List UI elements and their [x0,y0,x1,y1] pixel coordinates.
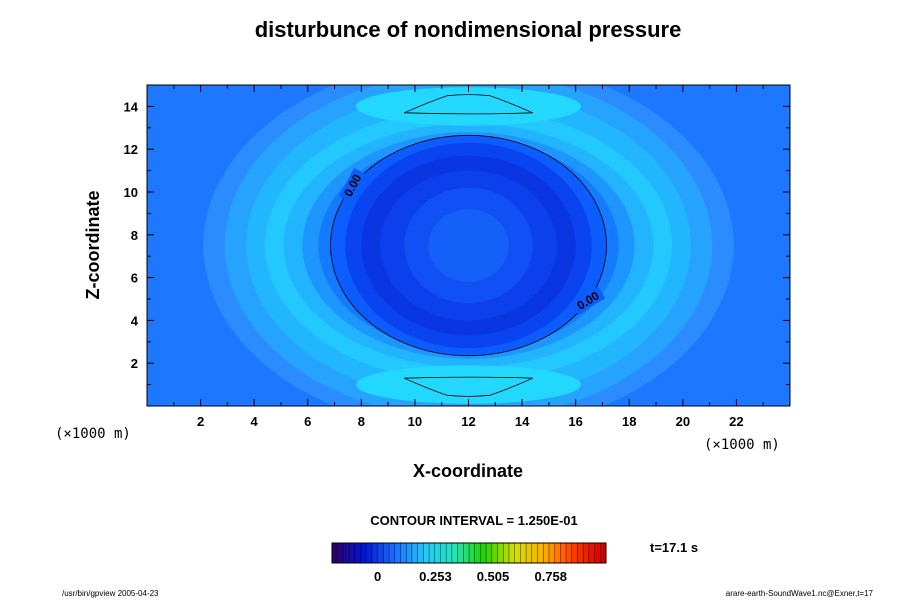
colorbar-segment [360,543,367,563]
x-axis-ticks: 2 4 6 8 10 12 14 16 18 20 22 [173,85,764,429]
x-tick-label: 16 [568,414,582,429]
x-tick-label: 22 [729,414,743,429]
colorbar-segment [332,543,339,563]
colorbar-segment [434,543,441,563]
colorbar-segment [349,543,356,563]
chart-title: disturbunce of nondimensional pressure [255,17,682,42]
x-axis-label: X-coordinate [413,461,523,481]
colorbar-segment [554,543,561,563]
y-tick-label: 10 [124,185,138,200]
footer-left: /usr/bin/gpview 2005-04-23 [62,589,159,598]
y-tick-label: 14 [124,99,139,114]
x-tick-label: 12 [461,414,475,429]
colorbar-tick-label: 0 [374,569,381,584]
colorbar-segment [457,543,464,563]
top-lobe-fill [355,87,582,126]
colorbar-segment [514,543,521,563]
colorbar-segment [508,543,515,563]
y-tick-label: 8 [131,228,138,243]
time-label: t=17.1 s [650,540,698,555]
colorbar-segment [543,543,550,563]
colorbar-segment [577,543,584,563]
colorbar-segment [451,543,458,563]
y-tick-label: 4 [131,313,139,328]
colorbar-segment [417,543,424,563]
colorbar-segment [389,543,396,563]
colorbar-segment [583,543,590,563]
colorbar-segment [343,543,350,563]
colorbar-ticks: 0 0.253 0.505 0.758 [374,569,567,584]
pressure-band-12 [428,209,509,282]
colorbar-segment [366,543,373,563]
x-tick-label: 4 [251,414,259,429]
bottom-lobe-fill [355,365,582,404]
pressure-rings [203,85,734,406]
colorbar-segment [566,543,573,563]
colorbar-segment [429,543,436,563]
x-tick-label: 14 [515,414,530,429]
x-tick-label: 2 [197,414,204,429]
y-tick-label: 12 [124,142,138,157]
colorbar-frame [331,542,607,564]
y-axis-ticks: 2 4 6 8 10 12 14 [124,99,790,386]
pressure-overlays [355,87,582,404]
colorbar-segment [354,543,361,563]
x-tick-label: 6 [304,414,311,429]
x-tick-label: 10 [408,414,422,429]
colorbar-segment [503,543,510,563]
colorbar-tick-label: 0.253 [419,569,452,584]
colorbar-segment [400,543,407,563]
colorbar-segment [548,543,555,563]
bottom-lobe-contour [404,376,533,397]
contour-label-lower-bg [570,286,606,316]
colorbar-segment [440,543,447,563]
top-lobe-contour [404,94,533,115]
colorbar-segment [394,543,401,563]
colorbar [331,542,607,564]
y-axis-label: Z-coordinate [83,190,103,299]
colorbar-segment [526,543,533,563]
colorbar-segment [491,543,498,563]
colorbar-segment [520,543,527,563]
colorbar-segment [463,543,470,563]
x-tick-label: 18 [622,414,636,429]
colorbar-segment [474,543,481,563]
zero-contour [330,134,607,357]
colorbar-segment [423,543,430,563]
plot-field [147,85,790,406]
colorbar-segment [560,543,567,563]
x-tick-label: 20 [676,414,690,429]
colorbar-segment [371,543,378,563]
colorbar-segment [406,543,413,563]
colorbar-segment [411,543,418,563]
colorbar-segment [446,543,453,563]
contour-label-upper-bg [339,168,367,203]
colorbar-segment [531,543,538,563]
colorbar-segment [486,543,493,563]
footer-right: arare-earth-SoundWave1.nc@Exner,t=17 [726,589,874,598]
colorbar-segment [537,543,544,563]
colorbar-segment [337,543,344,563]
x-tick-label: 8 [358,414,365,429]
y-axis-unit: (×1000 m) [55,426,131,442]
colorbar-segment [497,543,504,563]
colorbar-tick-label: 0.505 [477,569,510,584]
contour-interval-label: CONTOUR INTERVAL = 1.250E-01 [370,513,577,528]
colorbar-segment [383,543,390,563]
y-tick-label: 6 [131,271,138,286]
colorbar-segment [588,543,595,563]
colorbar-segment [469,543,476,563]
colorbar-segment [480,543,487,563]
colorbar-tick-label: 0.758 [534,569,567,584]
colorbar-segment [571,543,578,563]
y-tick-label: 2 [131,356,138,371]
colorbar-segment [594,543,601,563]
colorbar-segment [600,543,607,563]
x-axis-unit: (×1000 m) [704,437,780,453]
colorbar-segment [377,543,384,563]
